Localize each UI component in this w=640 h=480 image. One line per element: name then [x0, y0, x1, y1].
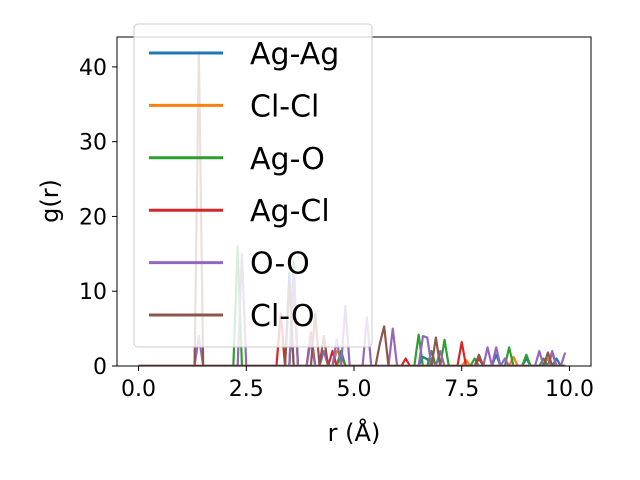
x-tick-label: 2.5: [229, 377, 264, 402]
y-tick-label: 40: [79, 56, 107, 81]
x-axis-label: r (Å): [328, 418, 381, 447]
y-axis-label: g(r): [36, 179, 64, 223]
legend-label: Cl-O: [250, 299, 315, 334]
y-tick-label: 30: [79, 131, 107, 156]
legend: Ag-Ag Cl-Cl Ag-O Ag-Cl O-O Cl-O: [133, 23, 373, 348]
legend-label: Cl-Cl: [250, 89, 319, 124]
series-line-o-o: [138, 252, 567, 366]
legend-label: O-O: [250, 247, 310, 282]
y-axis-ticks: 0 10 20 30 40: [79, 56, 117, 380]
y-tick-label: 10: [79, 280, 107, 305]
x-axis-ticks: 0.0 2.5 5.0 7.5 10.0: [121, 366, 594, 402]
legend-label: Ag-O: [250, 142, 325, 177]
y-tick-label: 20: [79, 205, 107, 230]
legend-label: Ag-Ag: [250, 37, 339, 72]
x-tick-label: 0.0: [121, 377, 156, 402]
series-lines: [138, 50, 567, 366]
x-tick-label: 10.0: [545, 377, 594, 402]
x-tick-label: 5.0: [337, 377, 372, 402]
legend-label: Ag-Cl: [250, 194, 330, 229]
y-tick-label: 0: [93, 355, 107, 380]
x-tick-label: 7.5: [444, 377, 479, 402]
